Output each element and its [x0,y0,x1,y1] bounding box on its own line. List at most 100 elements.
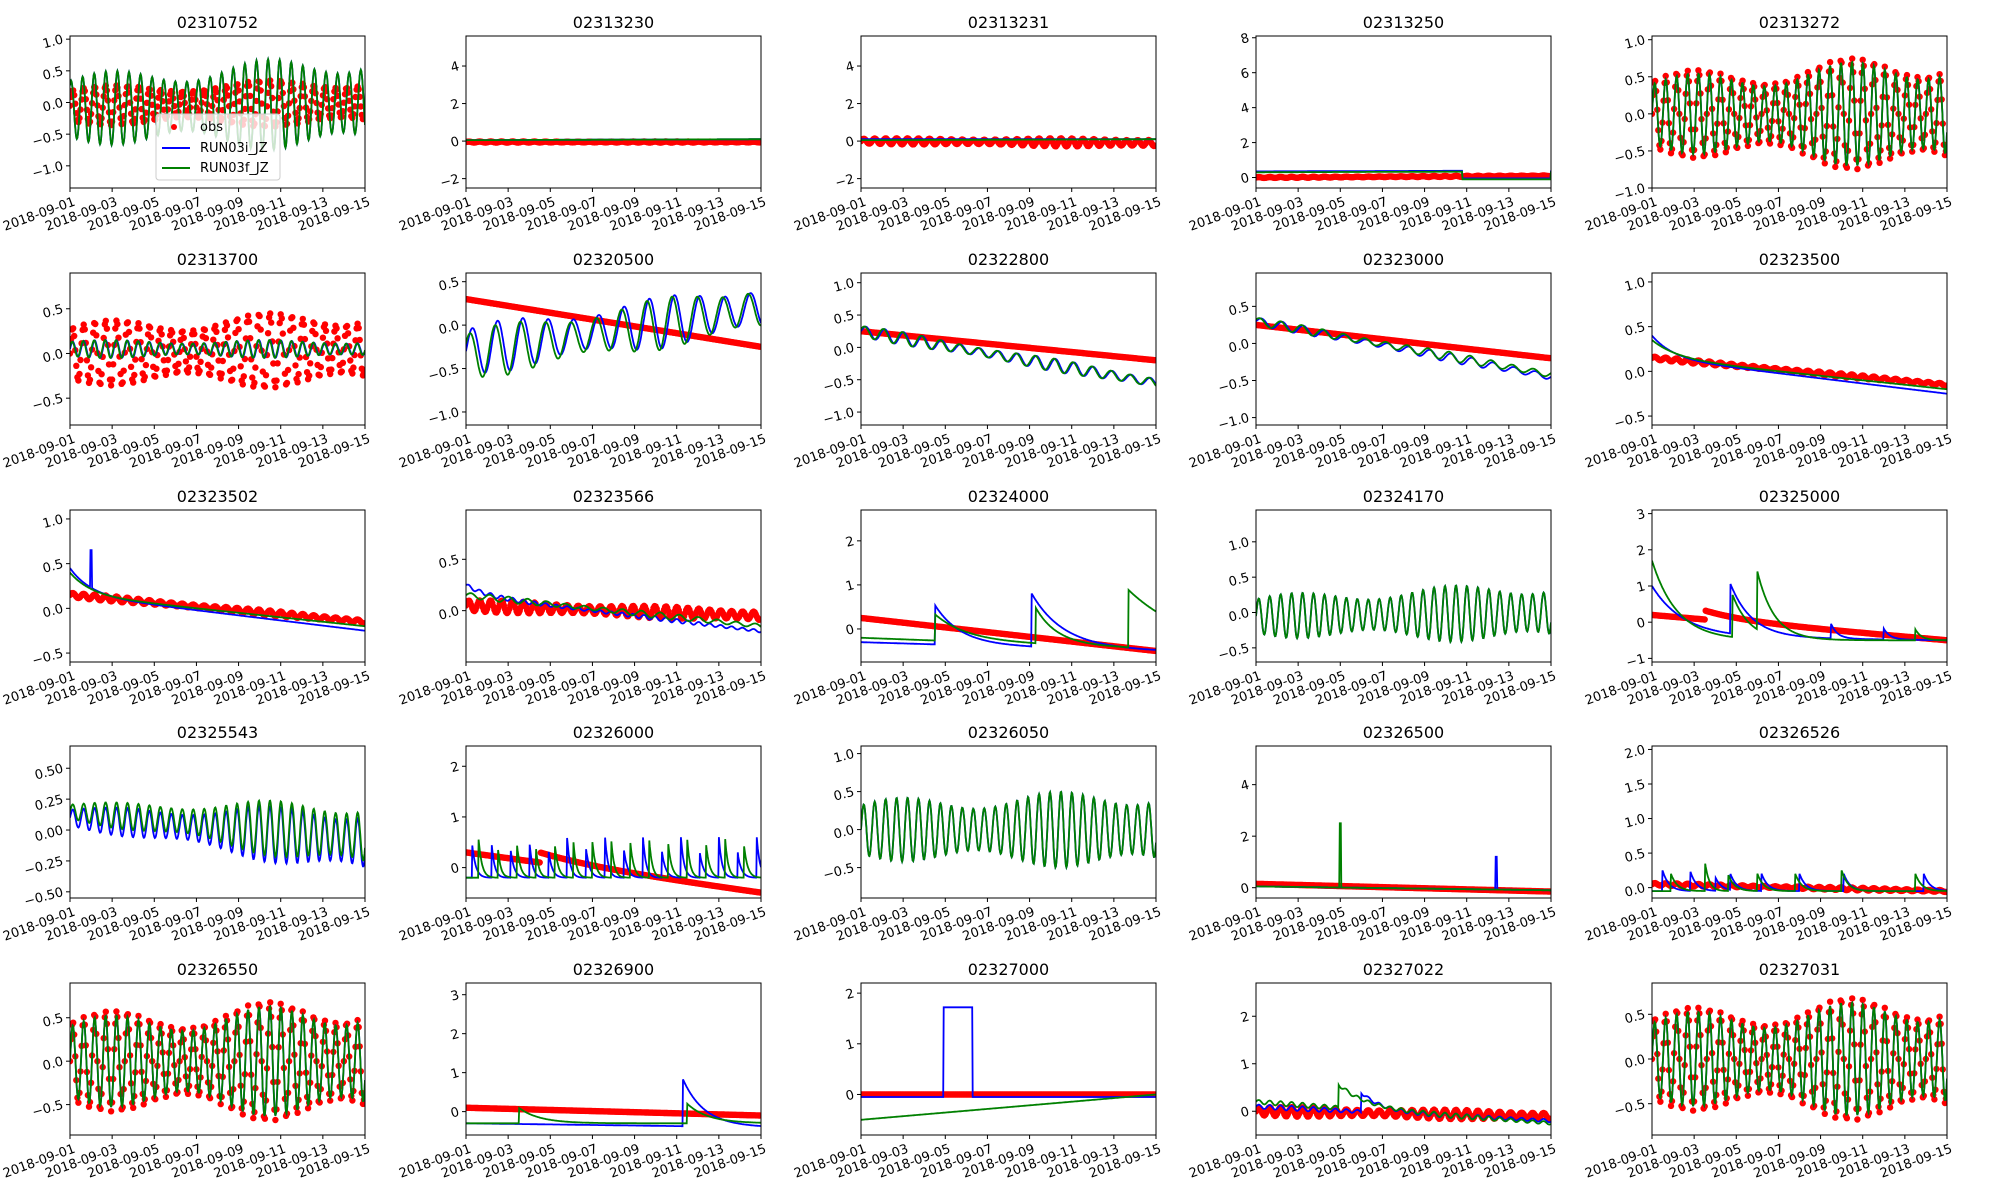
y-tick-label: −0.5 [31,646,65,669]
chart-title: 02313250 [1363,13,1444,32]
obs-point [292,362,298,368]
axes-frame [466,510,761,662]
plot-area [1649,55,1949,172]
obs-point [263,372,269,378]
y-tick-label: 0.0 [41,96,65,116]
y-tick-label: −0.25 [23,854,65,879]
chart-title: 02323000 [1363,250,1444,269]
plot-area [858,327,1158,386]
obs-point [307,360,313,366]
chart-title: 02322800 [968,250,1049,269]
plot-area [67,310,367,390]
obs-point [103,318,109,324]
y-tick-label: 1 [844,578,856,595]
chart-02323566: 023235660.00.52018-09-012018-09-032018-0… [397,487,768,709]
y-tick-label: −0.5 [427,362,461,385]
obs-point [207,372,213,378]
y-tick-label: −0.5 [31,127,65,150]
plot-area [1649,336,1949,394]
obs-point [97,381,103,387]
obs-point [347,357,353,363]
obs-point [175,361,181,367]
obs-point [159,331,165,337]
chart-title: 02323502 [177,487,258,506]
obs-point [126,329,132,335]
chart-02310752: 02310752−1.0−0.50.00.51.02018-09-012018-… [1,13,372,235]
run-i-line [1652,584,1947,640]
y-tick-label: 0.00 [33,823,65,845]
obs-point [245,313,251,319]
obs-point [165,106,171,112]
y-tick-label: −1.0 [31,159,65,182]
plot-area [463,293,763,377]
y-tick-label: 0.0 [41,347,65,367]
obs-point [294,379,300,385]
y-tick-label: 0 [844,622,856,639]
chart-02323000: 02323000−1.0−0.50.00.52018-09-012018-09-… [1187,250,1558,472]
plot-area [1649,561,1949,644]
y-tick-label: 0 [449,134,461,151]
obs-point [152,373,158,379]
obs-point [1547,355,1553,361]
obs-series [858,135,1158,149]
chart-title: 02325000 [1759,487,1840,506]
y-tick-label: 0.5 [1623,70,1647,90]
y-tick-label: 0.0 [1623,107,1647,127]
obs-point [71,333,77,339]
obs-point [1849,55,1855,61]
chart-02326050: 02326050−0.50.00.51.02018-09-012018-09-0… [792,723,1163,945]
obs-point [328,366,334,372]
chart-title: 02324170 [1363,487,1444,506]
plot-area [858,590,1158,654]
chart-title: 02326000 [573,723,654,742]
chart-title: 02313231 [968,13,1049,32]
obs-point [196,368,202,374]
y-tick-label: −2 [834,172,856,191]
y-tick-label: 2 [1239,136,1251,153]
chart-02313230: 02313230−20242018-09-012018-09-032018-09… [397,13,768,235]
obs-point [1152,648,1158,654]
obs-point [213,329,219,335]
chart-02313250: 02313250024682018-09-012018-09-032018-09… [1187,13,1558,235]
y-tick-label: 0.0 [437,318,461,338]
obs-point [322,321,328,327]
obs-point [224,85,230,91]
obs-point [1943,383,1949,389]
obs-point [350,364,356,370]
obs-point [757,344,763,350]
obs-point [334,335,340,341]
run-f-line [1256,586,1551,642]
chart-02323500: 02323500−0.50.00.51.02018-09-012018-09-0… [1583,250,1954,472]
y-tick-label: 0 [844,134,856,151]
y-tick-label: 0.5 [437,275,461,295]
y-tick-label: −0.5 [822,861,856,884]
y-tick-label: −0.50 [23,885,65,910]
plot-area [463,138,763,146]
obs-series [858,615,1158,654]
obs-point [135,320,141,326]
chart-title: 02320500 [573,250,654,269]
obs-point [230,366,236,372]
chart-02313272: 02313272−1.0−0.50.00.51.02018-09-012018-… [1583,13,1954,235]
obs-point [340,360,346,366]
axes-frame [1652,273,1947,425]
obs-point [301,322,307,328]
axes-frame [466,36,761,188]
axes-frame [466,273,761,425]
obs-point [147,324,153,330]
obs-point [153,366,159,372]
y-tick-label: 0.5 [41,302,65,322]
obs-point [238,363,244,369]
obs-point [157,325,163,331]
obs-point [1152,143,1158,149]
obs-point [148,334,154,340]
y-tick-label: −0.5 [822,373,856,396]
obs-point [258,326,264,332]
y-tick-label: 0.5 [832,785,856,805]
obs-point [290,325,296,331]
obs-point [93,332,99,338]
y-tick-label: 0.5 [1227,570,1251,590]
obs-point [197,107,203,113]
run-f-line [861,792,1156,868]
